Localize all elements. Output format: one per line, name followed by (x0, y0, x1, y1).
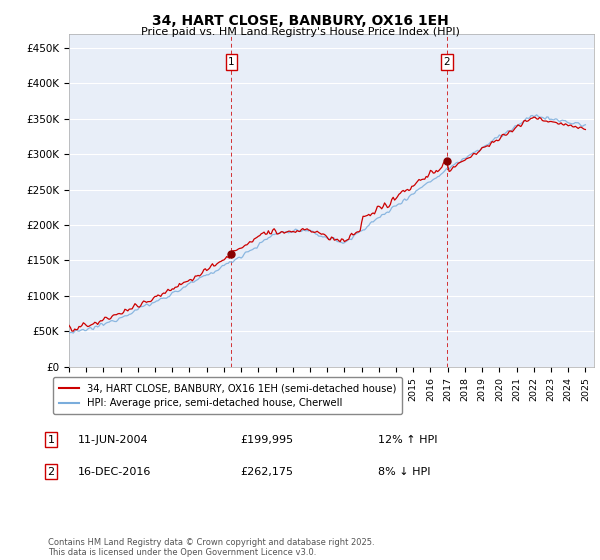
Text: 34, HART CLOSE, BANBURY, OX16 1EH: 34, HART CLOSE, BANBURY, OX16 1EH (152, 14, 448, 28)
Text: 16-DEC-2016: 16-DEC-2016 (78, 466, 151, 477)
Text: 12% ↑ HPI: 12% ↑ HPI (378, 435, 437, 445)
Text: 1: 1 (47, 435, 55, 445)
Text: Price paid vs. HM Land Registry's House Price Index (HPI): Price paid vs. HM Land Registry's House … (140, 27, 460, 37)
Legend: 34, HART CLOSE, BANBURY, OX16 1EH (semi-detached house), HPI: Average price, sem: 34, HART CLOSE, BANBURY, OX16 1EH (semi-… (53, 377, 403, 414)
Text: Contains HM Land Registry data © Crown copyright and database right 2025.
This d: Contains HM Land Registry data © Crown c… (48, 538, 374, 557)
Text: 1: 1 (228, 57, 235, 67)
Text: 11-JUN-2004: 11-JUN-2004 (78, 435, 149, 445)
Text: £199,995: £199,995 (240, 435, 293, 445)
Text: 2: 2 (47, 466, 55, 477)
Text: 8% ↓ HPI: 8% ↓ HPI (378, 466, 431, 477)
Text: 2: 2 (443, 57, 451, 67)
Text: £262,175: £262,175 (240, 466, 293, 477)
